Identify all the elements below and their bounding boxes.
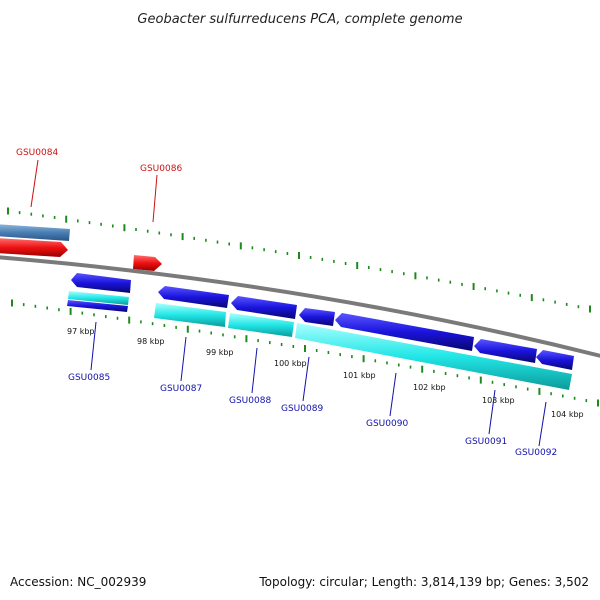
label-gsu0088[interactable]: GSU0088 (229, 396, 271, 406)
cds-gsu0085[interactable] (68, 291, 129, 305)
leader-gsu0091 (488, 389, 496, 435)
gene-gsu0088[interactable] (231, 296, 297, 319)
tick-label-97kbp: 97 kbp (67, 327, 95, 336)
label-gsu0090[interactable]: GSU0090 (366, 419, 408, 429)
reverse-gene-labels: GSU0085 GSU0087 GSU0088 GSU0089 GSU0090 … (68, 321, 557, 458)
tick-label-102kbp: 102 kbp (413, 383, 446, 392)
gene-gsu0084-steel[interactable] (0, 224, 70, 241)
inner-tick-row (11, 299, 599, 407)
forward-strand (0, 224, 162, 271)
map-title: Geobacter sulfurreducens PCA, complete g… (137, 12, 462, 27)
gene-gsu0087[interactable] (158, 286, 229, 308)
forward-gene-labels: GSU0084 GSU0086 (16, 148, 182, 223)
leader-gsu0092 (538, 401, 547, 447)
leader-gsu0089 (302, 356, 310, 402)
leader-gsu0084 (30, 159, 39, 208)
label-gsu0091[interactable]: GSU0091 (465, 437, 507, 447)
reverse-strand-cds (67, 291, 572, 390)
tick-label-98kbp: 98 kbp (137, 337, 165, 346)
tick-label-101kbp: 101 kbp (343, 371, 376, 380)
leader-gsu0087 (180, 336, 187, 382)
label-gsu0086[interactable]: GSU0086 (140, 164, 182, 174)
genome-summary: Topology: circular; Length: 3,814,139 bp… (258, 575, 589, 589)
cds-gsu0088[interactable] (228, 313, 294, 337)
genome-backbone (0, 255, 600, 358)
cds-gsu0087[interactable] (154, 303, 226, 327)
gene-gsu0086[interactable] (133, 255, 162, 271)
label-gsu0092[interactable]: GSU0092 (515, 448, 557, 458)
label-gsu0084[interactable]: GSU0084 (16, 148, 58, 158)
label-gsu0087[interactable]: GSU0087 (160, 384, 202, 394)
cds-gsu0090-0092[interactable] (295, 323, 572, 390)
tick-label-104kbp: 104 kbp (551, 410, 584, 419)
gene-gsu0092[interactable] (536, 350, 574, 370)
reverse-strand-genes (71, 273, 574, 370)
tick-label-99kbp: 99 kbp (206, 348, 234, 357)
tick-label-103kbp: 103 kbp (482, 396, 515, 405)
scale-labels: 97 kbp 98 kbp 99 kbp 100 kbp 101 kbp 102… (67, 327, 584, 419)
leader-gsu0086 (152, 174, 158, 223)
leader-gsu0088 (251, 347, 258, 394)
leader-gsu0085 (90, 321, 97, 371)
leader-gsu0090 (389, 372, 397, 417)
gene-gsu0090[interactable] (335, 313, 474, 351)
gene-gsu0084-red[interactable] (0, 238, 68, 257)
gene-gsu0091[interactable] (474, 339, 537, 363)
label-gsu0085[interactable]: GSU0085 (68, 373, 110, 383)
tick-label-100kbp: 100 kbp (274, 359, 307, 368)
cds-gsu0085-lower[interactable] (67, 300, 128, 312)
accession-label: Accession: NC_002939 (10, 575, 146, 589)
outer-tick-row (7, 207, 591, 313)
gene-gsu0085[interactable] (71, 273, 131, 293)
label-gsu0089[interactable]: GSU0089 (281, 404, 323, 414)
gene-gsu0089[interactable] (299, 308, 335, 326)
